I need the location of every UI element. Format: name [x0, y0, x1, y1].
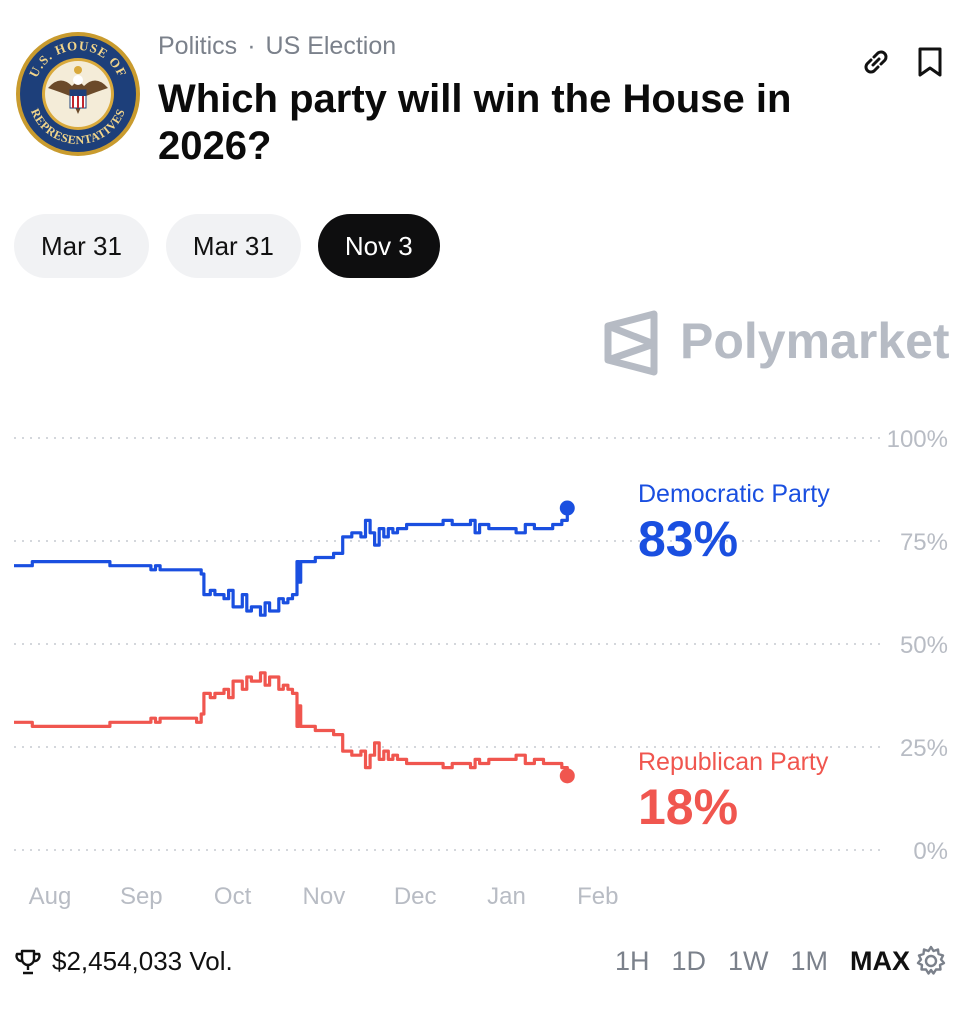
- democratic-series-name: Democratic Party: [638, 480, 830, 508]
- outcome-date-tabs: Mar 31 Mar 31 Nov 3: [14, 214, 440, 278]
- breadcrumb-subcategory[interactable]: US Election: [265, 32, 397, 60]
- democratic-series-line: [14, 508, 569, 617]
- x-tick-label: Feb: [577, 883, 618, 910]
- probability-chart: 100% 75% 50% 25% 0% Aug Sep Oct Nov Dec Jan Feb De…: [14, 426, 948, 910]
- chart-footer: $2,454,033 Vol. 1H 1D 1W 1M MAX: [0, 930, 960, 994]
- republican-last-point: [559, 768, 575, 784]
- tab-date-2[interactable]: Mar 31: [165, 214, 301, 278]
- trophy-icon: [15, 949, 41, 974]
- x-tick-label: Oct: [214, 883, 252, 910]
- y-tick-label: 25%: [900, 735, 948, 762]
- link-icon[interactable]: [858, 44, 894, 80]
- bookmark-icon[interactable]: [912, 44, 948, 80]
- series-end-labels: Democratic Party 83% Republican Party 18%: [638, 480, 830, 835]
- volume-value: $2,454,033 Vol.: [52, 946, 233, 976]
- x-axis-ticks: Aug Sep Oct Nov Dec Jan Feb: [29, 883, 619, 910]
- gear-icon[interactable]: [914, 944, 948, 978]
- tab-date-1[interactable]: Mar 31: [14, 214, 149, 278]
- breadcrumb-category[interactable]: Politics: [158, 32, 238, 60]
- x-tick-label: Dec: [394, 883, 437, 910]
- market-title: Which party will win the House in 2026?: [158, 77, 792, 168]
- polymarket-watermark: Polymarket: [600, 308, 955, 378]
- republican-series-value: 18%: [638, 779, 738, 835]
- range-1d[interactable]: 1D: [671, 946, 706, 976]
- range-1h[interactable]: 1H: [614, 946, 650, 976]
- polymarket-wordmark: Polymarket: [680, 313, 950, 369]
- y-axis-ticks: 100% 75% 50% 25% 0%: [887, 426, 948, 865]
- breadcrumb-separator: ·: [247, 32, 256, 60]
- x-tick-label: Sep: [120, 883, 163, 910]
- range-1w[interactable]: 1W: [727, 946, 769, 976]
- democratic-last-point: [559, 500, 575, 516]
- democratic-series-value: 83%: [638, 511, 738, 567]
- market-header: U.S. HOUSE OF REPRESENTATIVES Politics · U…: [0, 0, 960, 190]
- y-tick-label: 100%: [887, 426, 948, 453]
- breadcrumb: Politics · US Election: [158, 32, 396, 61]
- tab-date-3[interactable]: Nov 3: [317, 214, 440, 278]
- republican-series-name: Republican Party: [638, 748, 829, 776]
- y-tick-label: 50%: [900, 632, 948, 659]
- chart-series: [14, 500, 575, 784]
- y-tick-label: 75%: [900, 529, 948, 556]
- range-max[interactable]: MAX: [850, 946, 910, 976]
- y-tick-label: 0%: [913, 838, 948, 865]
- chart-grid: [14, 437, 880, 851]
- polymarket-logo-icon: [604, 310, 658, 376]
- house-seal-logo: U.S. HOUSE OF REPRESENTATIVES: [16, 32, 140, 156]
- range-1m[interactable]: 1M: [790, 946, 828, 976]
- republican-series-line: [14, 671, 569, 776]
- x-tick-label: Jan: [487, 883, 526, 910]
- volume-info: $2,454,033 Vol.: [14, 946, 233, 977]
- x-tick-label: Aug: [29, 883, 72, 910]
- time-range-selector: 1H 1D 1W 1M MAX: [615, 946, 910, 977]
- x-tick-label: Nov: [303, 883, 346, 910]
